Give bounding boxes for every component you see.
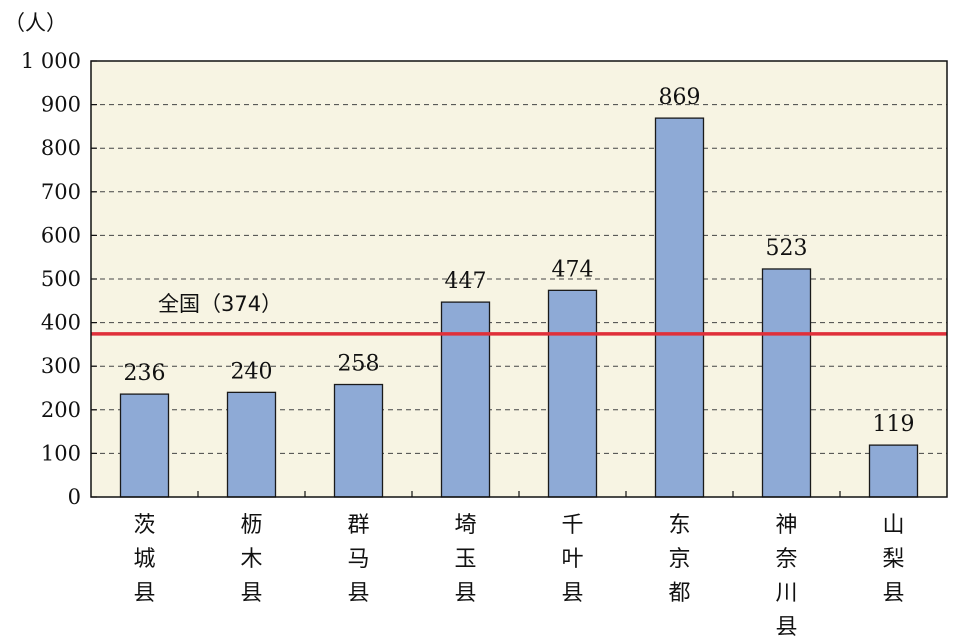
- y-tick-label: 400: [41, 311, 81, 335]
- category-label: 千叶县: [561, 513, 583, 606]
- bar-value-label: 236: [124, 361, 166, 386]
- bar-value-label: 523: [766, 236, 808, 261]
- category-labels: 茨城县 枥木县 群马县 埼玉县 千叶县 东京都 神奈川县 山梨县: [133, 513, 904, 640]
- y-tick-label: 0: [68, 485, 81, 509]
- bar: [654, 117, 705, 498]
- bar: [333, 383, 384, 498]
- y-axis-ticks: 0 100 200 300 400 500 600 700 800 900 1 000: [21, 49, 97, 509]
- y-tick-label: 700: [41, 180, 81, 204]
- bar: [119, 393, 170, 498]
- bar-value-label: 474: [552, 257, 594, 282]
- bar: [440, 301, 491, 498]
- category-label: 茨城县: [133, 513, 155, 606]
- bar-value-label: 240: [231, 359, 273, 384]
- bar-value-label: 119: [873, 412, 915, 437]
- y-tick-label: 200: [41, 398, 81, 422]
- category-label: 山梨县: [882, 513, 904, 606]
- y-tick-label: 1 000: [21, 49, 81, 73]
- y-tick-label: 600: [41, 223, 81, 247]
- national-average-label: 全国（374）: [158, 292, 282, 316]
- bar: [868, 444, 919, 498]
- category-label: 神奈川县: [775, 513, 797, 640]
- bar: [547, 289, 598, 498]
- category-label: 群马县: [347, 513, 369, 606]
- y-tick-label: 900: [41, 93, 81, 117]
- y-tick-label: 100: [41, 441, 81, 465]
- category-label: 枥木县: [240, 513, 262, 606]
- category-label: 东京都: [668, 513, 690, 606]
- bar: [761, 268, 812, 498]
- bar-value-label: 258: [338, 352, 380, 377]
- y-tick-label: 800: [41, 136, 81, 160]
- bar-value-label: 447: [445, 269, 487, 294]
- category-label: 埼玉县: [454, 513, 476, 606]
- bar: [226, 391, 277, 498]
- bar-value-label: 869: [659, 85, 701, 110]
- y-axis-unit-label: （人）: [4, 11, 67, 35]
- value-labels: 236 240 258 447 474 869 523 119: [124, 85, 915, 437]
- y-tick-label: 500: [41, 267, 81, 291]
- bars: [119, 117, 919, 498]
- y-tick-label: 300: [41, 354, 81, 378]
- x-axis-ticks: [197, 491, 841, 497]
